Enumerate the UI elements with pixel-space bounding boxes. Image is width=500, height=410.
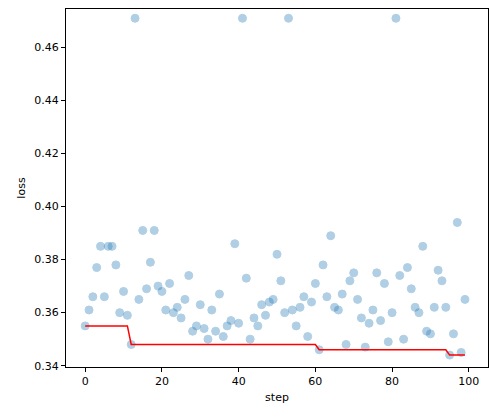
svg-text:0.44: 0.44 [34,94,59,107]
svg-text:20: 20 [155,375,169,388]
svg-text:0: 0 [82,375,89,388]
svg-text:80: 80 [385,375,399,388]
svg-text:0.42: 0.42 [34,147,59,160]
svg-text:0.40: 0.40 [34,200,59,213]
svg-text:loss: loss [15,177,28,199]
svg-text:0.34: 0.34 [34,360,59,373]
svg-text:0.46: 0.46 [34,41,59,54]
svg-text:0.38: 0.38 [34,253,59,266]
svg-text:100: 100 [458,375,479,388]
svg-text:40: 40 [232,375,246,388]
svg-text:60: 60 [308,375,322,388]
svg-text:step: step [265,391,289,404]
svg-text:0.36: 0.36 [34,306,59,319]
